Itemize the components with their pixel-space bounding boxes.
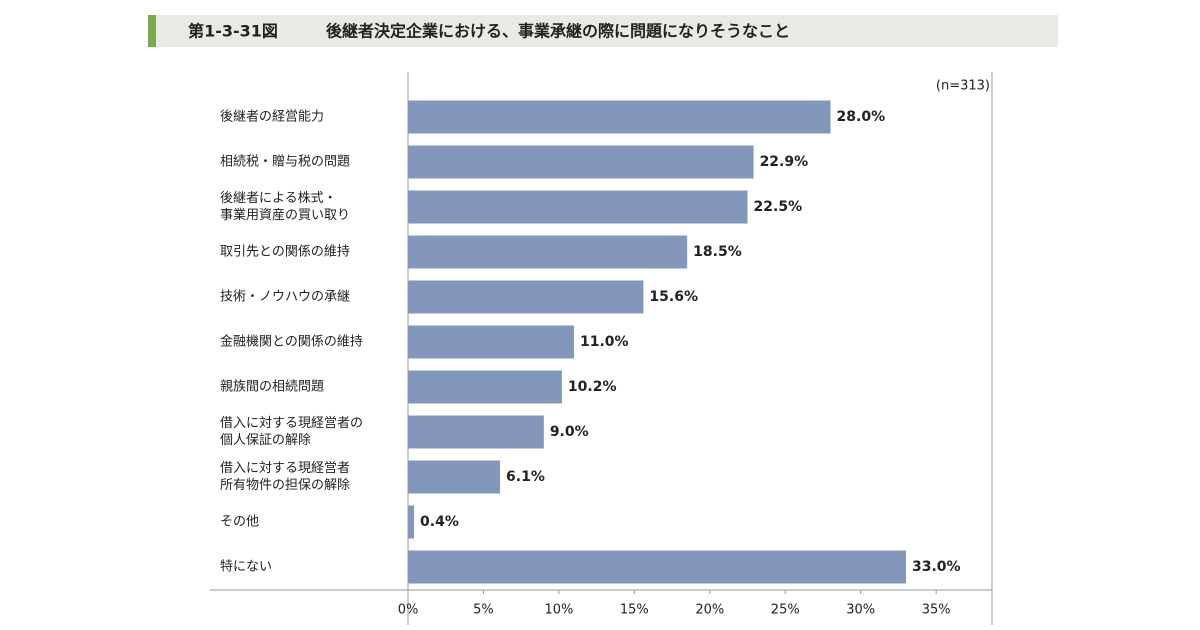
x-tick-label: 25% — [771, 603, 800, 618]
category-label: 技術・ノウハウの承継 — [220, 289, 351, 305]
chart-title: 後継者決定企業における、事業承継の際に問題になりそうなこと — [326, 22, 790, 41]
value-label: 28.0% — [837, 109, 886, 125]
value-label: 22.9% — [760, 154, 809, 170]
value-label: 10.2% — [568, 379, 617, 395]
bar — [408, 415, 544, 449]
category-label: 金融機関との関係の維持 — [220, 334, 363, 350]
category-label: 借入に対する現経営者の 個人保証の解除 — [220, 416, 364, 448]
x-tick-label: 35% — [922, 603, 951, 618]
bar — [408, 280, 644, 314]
x-tick-label: 0% — [398, 603, 419, 618]
bar — [408, 550, 906, 584]
category-label: 取引先との関係の維持 — [220, 244, 350, 260]
x-tick-label: 20% — [695, 603, 724, 618]
x-tick-label: 30% — [846, 603, 875, 618]
category-label: その他 — [220, 514, 260, 530]
value-label: 11.0% — [580, 334, 629, 350]
bar — [408, 100, 831, 134]
header-accent — [148, 15, 156, 47]
category-label: 借入に対する現経営者 所有物件の担保の解除 — [220, 461, 351, 493]
bar — [408, 370, 562, 404]
value-label: 15.6% — [649, 289, 698, 305]
x-tick-label: 10% — [544, 603, 573, 618]
category-label: 後継者による株式・ 事業用資産の買い取り — [220, 191, 351, 223]
header-band — [148, 15, 1058, 47]
value-label: 22.5% — [754, 199, 803, 215]
bar — [408, 190, 748, 224]
category-label: 相続税・贈与税の問題 — [220, 154, 351, 170]
bar — [408, 505, 415, 539]
value-label: 0.4% — [420, 514, 459, 530]
value-label: 9.0% — [550, 424, 589, 440]
category-label: 親族間の相続問題 — [220, 379, 325, 395]
x-tick-label: 15% — [620, 603, 649, 618]
sample-note: (n=313) — [936, 79, 990, 94]
value-label: 18.5% — [693, 244, 742, 260]
bar — [408, 325, 574, 359]
bar — [408, 235, 688, 269]
bar — [408, 460, 501, 494]
category-label: 後継者の経営能力 — [220, 109, 325, 125]
value-label: 33.0% — [912, 559, 961, 575]
figure-label: 第1-3-31図 — [188, 22, 278, 41]
x-tick-label: 5% — [473, 603, 494, 618]
value-label: 6.1% — [506, 469, 545, 485]
bar — [408, 145, 754, 179]
category-label: 特にない — [220, 559, 273, 575]
